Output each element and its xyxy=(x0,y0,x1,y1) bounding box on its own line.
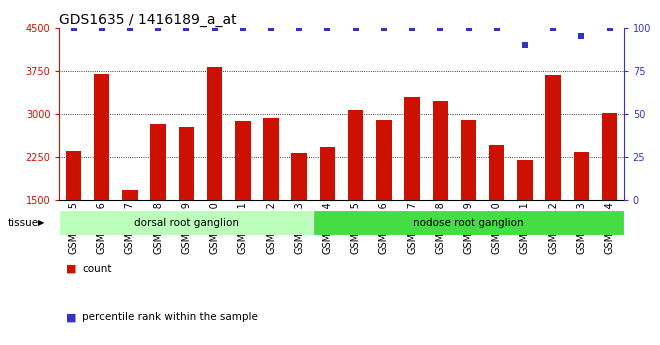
Bar xyxy=(489,145,504,200)
Bar xyxy=(376,120,391,200)
Point xyxy=(519,42,530,48)
Point xyxy=(266,25,277,30)
Bar xyxy=(207,67,222,200)
Point xyxy=(576,33,587,39)
Text: ■: ■ xyxy=(66,313,77,322)
Point xyxy=(463,25,474,30)
Point xyxy=(322,25,333,30)
Point xyxy=(181,25,191,30)
Text: ▶: ▶ xyxy=(38,218,45,227)
Point xyxy=(435,25,446,30)
Point xyxy=(294,25,304,30)
Bar xyxy=(432,101,448,200)
Point xyxy=(407,25,417,30)
Bar xyxy=(405,97,420,200)
Point xyxy=(238,25,248,30)
Text: GDS1635 / 1416189_a_at: GDS1635 / 1416189_a_at xyxy=(59,12,237,27)
Point xyxy=(492,25,502,30)
Text: tissue: tissue xyxy=(8,218,39,227)
Text: ■: ■ xyxy=(66,264,77,274)
Bar xyxy=(150,124,166,200)
Bar xyxy=(179,127,194,200)
Bar xyxy=(348,110,364,200)
Bar xyxy=(94,73,110,200)
Bar xyxy=(517,160,533,200)
Bar xyxy=(66,151,81,200)
Bar xyxy=(122,190,138,200)
Point xyxy=(125,25,135,30)
Point xyxy=(379,25,389,30)
Point xyxy=(209,25,220,30)
Text: percentile rank within the sample: percentile rank within the sample xyxy=(82,313,258,322)
Bar xyxy=(292,153,307,200)
Text: count: count xyxy=(82,264,112,274)
Bar xyxy=(319,147,335,200)
Point xyxy=(605,25,615,30)
Bar xyxy=(461,120,477,200)
Bar xyxy=(314,210,624,235)
Bar xyxy=(263,118,279,200)
Bar xyxy=(545,75,561,200)
Text: nodose root ganglion: nodose root ganglion xyxy=(413,218,524,227)
Text: dorsal root ganglion: dorsal root ganglion xyxy=(134,218,239,227)
Bar xyxy=(235,121,251,200)
Point xyxy=(548,25,558,30)
Point xyxy=(153,25,164,30)
Point xyxy=(68,25,79,30)
Point xyxy=(350,25,361,30)
Point xyxy=(96,25,107,30)
Bar xyxy=(602,113,617,200)
Bar xyxy=(59,210,314,235)
Bar xyxy=(574,152,589,200)
